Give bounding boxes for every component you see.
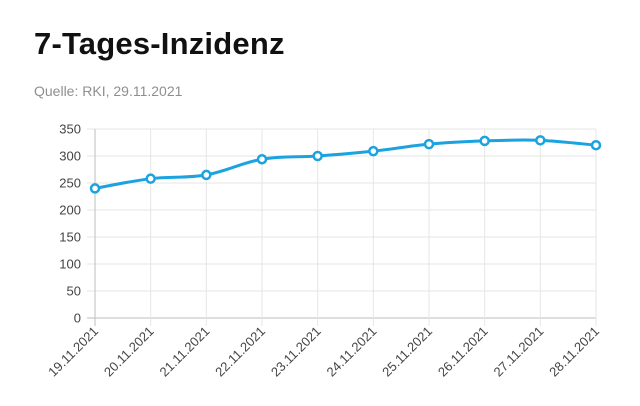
y-tick-label: 300 [59, 149, 81, 164]
series-line [94, 138, 597, 190]
x-tick-label: 23.11.2021 [268, 324, 324, 380]
data-point [256, 153, 268, 165]
grid-lines [87, 128, 597, 326]
y-axis-ticks: 0 50 100 150 200 250 300 350 [59, 122, 81, 326]
x-tick-label: 28.11.2021 [546, 324, 602, 380]
x-tick-label: 26.11.2021 [435, 324, 491, 380]
data-point [535, 135, 546, 146]
data-point [368, 145, 379, 157]
y-tick-label: 50 [67, 284, 81, 299]
data-point [590, 139, 602, 151]
x-tick-label: 27.11.2021 [491, 324, 547, 380]
data-point [312, 150, 323, 162]
y-tick-label: 250 [59, 176, 81, 191]
x-tick-label: 21.11.2021 [157, 324, 213, 380]
y-tick-label: 0 [74, 311, 81, 326]
series-layer [89, 135, 602, 194]
y-tick-label: 350 [59, 122, 81, 137]
x-axis-ticks: 19.11.2021 20.11.2021 21.11.2021 22.11.2021… [45, 324, 602, 380]
y-tick-label: 150 [59, 230, 81, 245]
data-point [201, 169, 212, 181]
page-title: 7-Tages-Inzidenz [34, 26, 285, 61]
data-point [423, 138, 435, 150]
y-tick-label: 200 [59, 203, 81, 218]
x-tick-label: 24.11.2021 [324, 324, 380, 380]
y-tick-label: 100 [59, 257, 81, 272]
x-tick-label: 20.11.2021 [101, 324, 157, 380]
source-note: Quelle: RKI, 29.11.2021 [34, 83, 183, 99]
x-tick-label: 22.11.2021 [212, 324, 268, 380]
x-tick-label: 25.11.2021 [379, 324, 435, 380]
data-point [145, 173, 156, 184]
x-tick-label: 19.11.2021 [45, 324, 101, 380]
data-point [479, 135, 490, 147]
data-point [89, 183, 101, 194]
